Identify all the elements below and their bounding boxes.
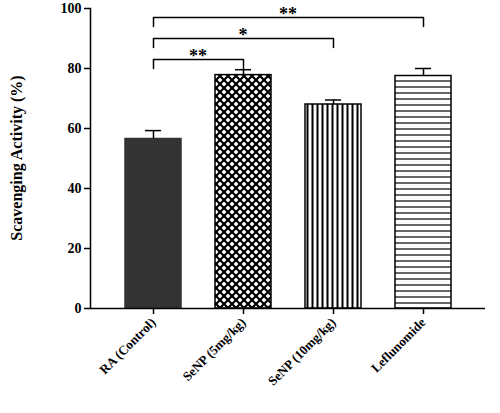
svg-text:Scavenging Activity (%): Scavenging Activity (%) [8,75,26,240]
svg-text:**: ** [279,4,297,24]
svg-text:**: ** [189,46,207,66]
svg-text:SeNP (5mg/kg): SeNP (5mg/kg) [179,315,248,384]
svg-text:SeNP (10mg/kg): SeNP (10mg/kg) [265,315,339,389]
svg-text:60: 60 [68,121,82,136]
svg-text:0: 0 [75,301,82,316]
svg-text:20: 20 [68,241,82,256]
svg-text:*: * [239,25,248,45]
svg-text:100: 100 [61,1,82,16]
svg-text:40: 40 [68,181,82,196]
svg-text:Leflunomide: Leflunomide [368,315,429,376]
svg-text:80: 80 [68,61,82,76]
svg-text:RA (Control): RA (Control) [96,315,158,377]
